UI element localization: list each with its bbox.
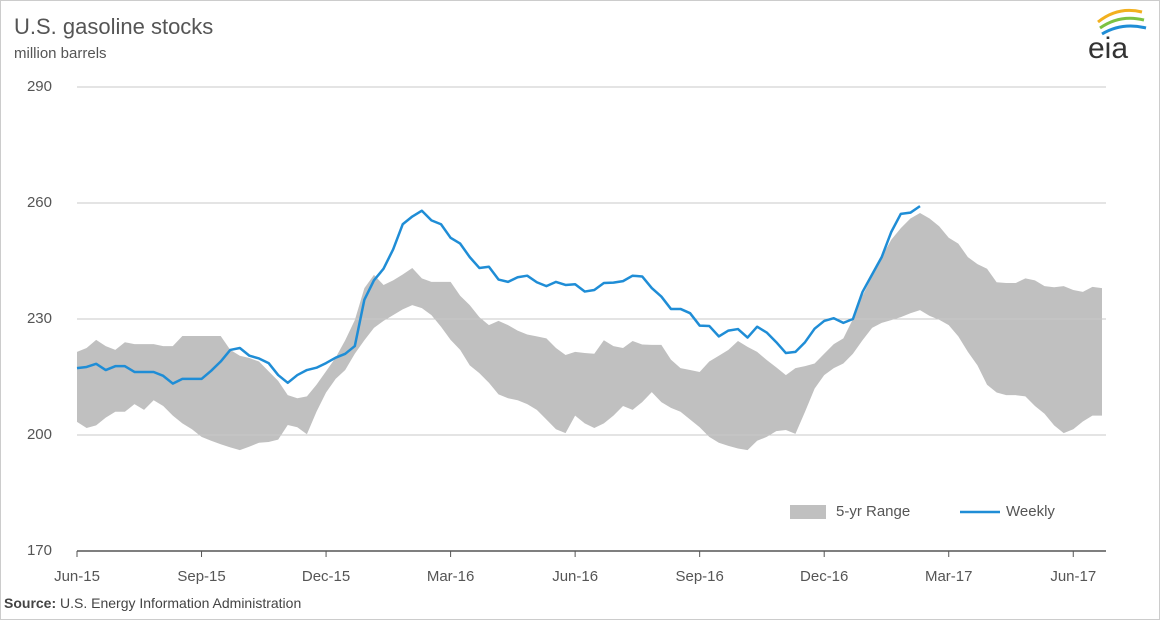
legend-label: 5-yr Range bbox=[836, 503, 910, 520]
legend-swatch bbox=[790, 505, 826, 519]
y-tick-label: 290 bbox=[27, 78, 52, 95]
x-tick-label: Jun-15 bbox=[54, 568, 100, 585]
y-tick-label: 230 bbox=[27, 310, 52, 327]
y-tick-label: 200 bbox=[27, 426, 52, 443]
range-band bbox=[77, 213, 1102, 451]
source-label: Source: bbox=[4, 595, 56, 611]
range-layer bbox=[77, 213, 1102, 451]
x-tick-label: Mar-17 bbox=[925, 568, 973, 585]
chart-subtitle: million barrels bbox=[14, 45, 107, 62]
legend-label: Weekly bbox=[1006, 503, 1055, 520]
x-tick-label: Jun-17 bbox=[1050, 568, 1096, 585]
y-tick-label: 170 bbox=[27, 542, 52, 559]
y-tick-label: 260 bbox=[27, 194, 52, 211]
x-tick-label: Sep-16 bbox=[675, 568, 723, 585]
weekly-line bbox=[76, 205, 921, 385]
source: Source: U.S. Energy Information Administ… bbox=[4, 595, 301, 611]
x-tick-label: Jun-16 bbox=[552, 568, 598, 585]
x-tick-label: Dec-16 bbox=[800, 568, 848, 585]
source-text: U.S. Energy Information Administration bbox=[60, 595, 301, 611]
logo: eia bbox=[1088, 8, 1147, 65]
x-tick-label: Dec-15 bbox=[302, 568, 350, 585]
x-tick-label: Mar-16 bbox=[427, 568, 475, 585]
logo-text: eia bbox=[1088, 32, 1128, 65]
logo-arc bbox=[1097, 8, 1143, 24]
x-tick-label: Sep-15 bbox=[177, 568, 225, 585]
logo-arc bbox=[1099, 16, 1145, 30]
logo-arc bbox=[1101, 24, 1147, 36]
chart-title: U.S. gasoline stocks bbox=[14, 14, 213, 39]
